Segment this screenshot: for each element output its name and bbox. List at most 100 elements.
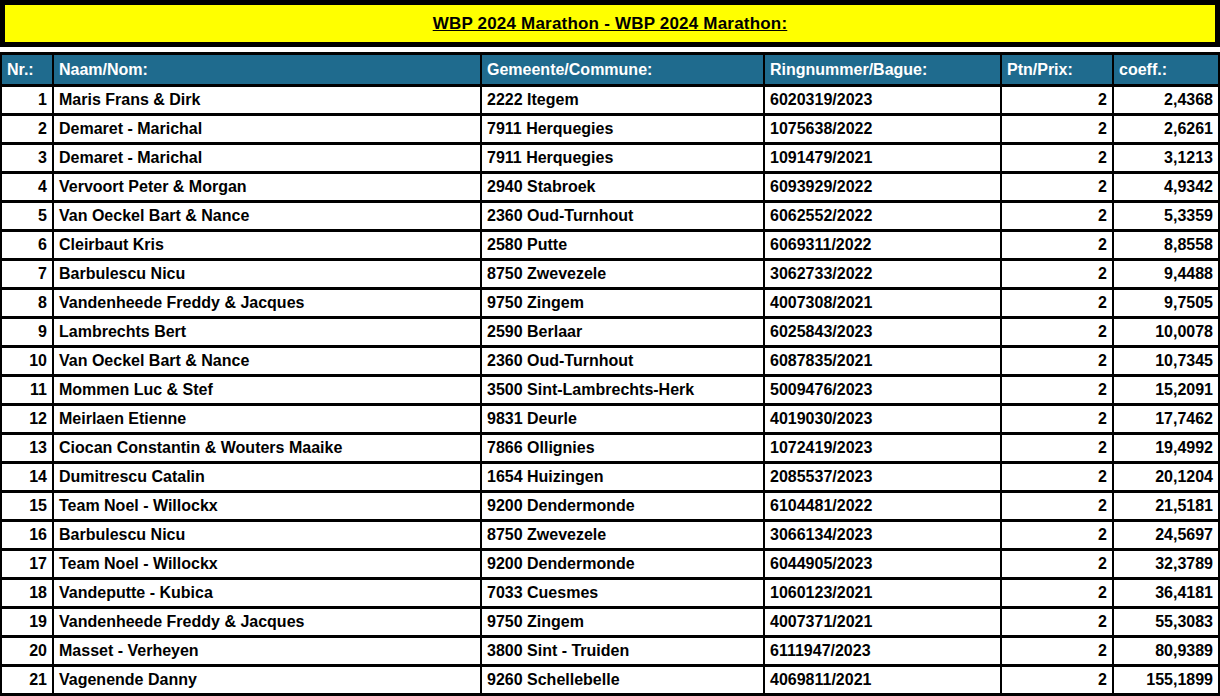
cell-ring: 6104481/2022 [764,492,1001,521]
cell-nr: 1 [1,86,53,115]
cell-ring: 6020319/2023 [764,86,1001,115]
cell-commune: 2360 Oud-Turnhout [481,347,764,376]
cell-nr: 12 [1,405,53,434]
cell-commune: 9831 Deurle [481,405,764,434]
cell-ring: 2085537/2023 [764,463,1001,492]
column-header-ptn: Ptn/Prix: [1001,54,1113,86]
cell-nr: 5 [1,202,53,231]
cell-commune: 7866 Ollignies [481,434,764,463]
cell-nr: 14 [1,463,53,492]
cell-ptn: 2 [1001,115,1113,144]
column-header-nr: Nr.: [1,54,53,86]
cell-nr: 6 [1,231,53,260]
cell-nr: 9 [1,318,53,347]
cell-coeff: 36,4181 [1113,579,1219,608]
cell-ring: 1075638/2022 [764,115,1001,144]
cell-coeff: 2,6261 [1113,115,1219,144]
cell-coeff: 80,9389 [1113,637,1219,666]
title-bar: WBP 2024 Marathon - WBP 2024 Marathon: [0,0,1220,47]
cell-coeff: 55,3083 [1113,608,1219,637]
cell-ptn: 2 [1001,347,1113,376]
cell-commune: 2580 Putte [481,231,764,260]
cell-commune: 7033 Cuesmes [481,579,764,608]
header-row: Nr.:Naam/Nom:Gemeente/Commune:Ringnummer… [1,54,1219,86]
table-row: 20Masset - Verheyen3800 Sint - Truiden61… [1,637,1219,666]
table-row: 9Lambrechts Bert2590 Berlaar6025843/2023… [1,318,1219,347]
cell-ptn: 2 [1001,173,1113,202]
cell-ptn: 2 [1001,405,1113,434]
cell-nr: 10 [1,347,53,376]
cell-coeff: 9,4488 [1113,260,1219,289]
table-row: 16Barbulescu Nicu8750 Zwevezele3066134/2… [1,521,1219,550]
cell-coeff: 10,0078 [1113,318,1219,347]
cell-name: Dumitrescu Catalin [53,463,481,492]
cell-coeff: 5,3359 [1113,202,1219,231]
cell-name: Mommen Luc & Stef [53,376,481,405]
cell-name: Lambrechts Bert [53,318,481,347]
cell-coeff: 20,1204 [1113,463,1219,492]
table-row: 6Cleirbaut Kris2580 Putte6069311/202228,… [1,231,1219,260]
cell-name: Barbulescu Nicu [53,521,481,550]
cell-commune: 9200 Dendermonde [481,492,764,521]
cell-ptn: 2 [1001,550,1113,579]
cell-nr: 19 [1,608,53,637]
cell-ptn: 2 [1001,318,1113,347]
cell-coeff: 21,5181 [1113,492,1219,521]
cell-nr: 8 [1,289,53,318]
cell-ring: 1072419/2023 [764,434,1001,463]
cell-ptn: 2 [1001,666,1113,695]
cell-nr: 4 [1,173,53,202]
cell-ring: 3066134/2023 [764,521,1001,550]
column-header-name: Naam/Nom: [53,54,481,86]
cell-name: Van Oeckel Bart & Nance [53,202,481,231]
table-row: 1Maris Frans & Dirk2222 Itegem6020319/20… [1,86,1219,115]
table-row: 15Team Noel - Willockx9200 Dendermonde61… [1,492,1219,521]
cell-ring: 1060123/2021 [764,579,1001,608]
cell-ptn: 2 [1001,492,1113,521]
cell-coeff: 4,9342 [1113,173,1219,202]
cell-ptn: 2 [1001,637,1113,666]
cell-ptn: 2 [1001,202,1113,231]
cell-name: Demaret - Marichal [53,115,481,144]
cell-ring: 5009476/2023 [764,376,1001,405]
table-header: Nr.:Naam/Nom:Gemeente/Commune:Ringnummer… [1,54,1219,86]
cell-coeff: 155,1899 [1113,666,1219,695]
cell-name: Vandeputte - Kubica [53,579,481,608]
cell-commune: 9200 Dendermonde [481,550,764,579]
cell-ring: 4069811/2021 [764,666,1001,695]
cell-nr: 16 [1,521,53,550]
cell-ring: 6062552/2022 [764,202,1001,231]
cell-ring: 6093929/2022 [764,173,1001,202]
table-row: 2 Demaret - Marichal7911 Herquegies107563… [1,115,1219,144]
table-row: 11Mommen Luc & Stef3500 Sint-Lambrechts-… [1,376,1219,405]
cell-coeff: 15,2091 [1113,376,1219,405]
cell-name: Masset - Verheyen [53,637,481,666]
cell-coeff: 3,1213 [1113,144,1219,173]
cell-nr: 15 [1,492,53,521]
table-row: 7Barbulescu Nicu8750 Zwevezele3062733/20… [1,260,1219,289]
cell-name: Vervoort Peter & Morgan [53,173,481,202]
cell-commune: 2590 Berlaar [481,318,764,347]
cell-name: Team Noel - Willockx [53,550,481,579]
table-row: 17Team Noel - Willockx9200 Dendermonde60… [1,550,1219,579]
table-body: 1Maris Frans & Dirk2222 Itegem6020319/20… [1,86,1219,695]
cell-ptn: 2 [1001,289,1113,318]
cell-ptn: 2 [1001,579,1113,608]
cell-commune: 7911 Herquegies [481,115,764,144]
cell-commune: 2940 Stabroek [481,173,764,202]
column-header-coeff: coeff.: [1113,54,1219,86]
cell-ptn: 2 [1001,608,1113,637]
cell-coeff: 17,7462 [1113,405,1219,434]
cell-coeff: 32,3789 [1113,550,1219,579]
cell-name: Cleirbaut Kris [53,231,481,260]
table-row: 13Ciocan Constantin & Wouters Maaike7866… [1,434,1219,463]
cell-name: Demaret - Marichal [53,144,481,173]
cell-nr: 21 [1,666,53,695]
cell-nr: 18 [1,579,53,608]
cell-ring: 6044905/2023 [764,550,1001,579]
cell-commune: 9260 Schellebelle [481,666,764,695]
cell-ring: 4019030/2023 [764,405,1001,434]
table-row: 21Vagenende Danny9260 Schellebelle406981… [1,666,1219,695]
cell-nr: 7 [1,260,53,289]
column-header-ring: Ringnummer/Bague: [764,54,1001,86]
